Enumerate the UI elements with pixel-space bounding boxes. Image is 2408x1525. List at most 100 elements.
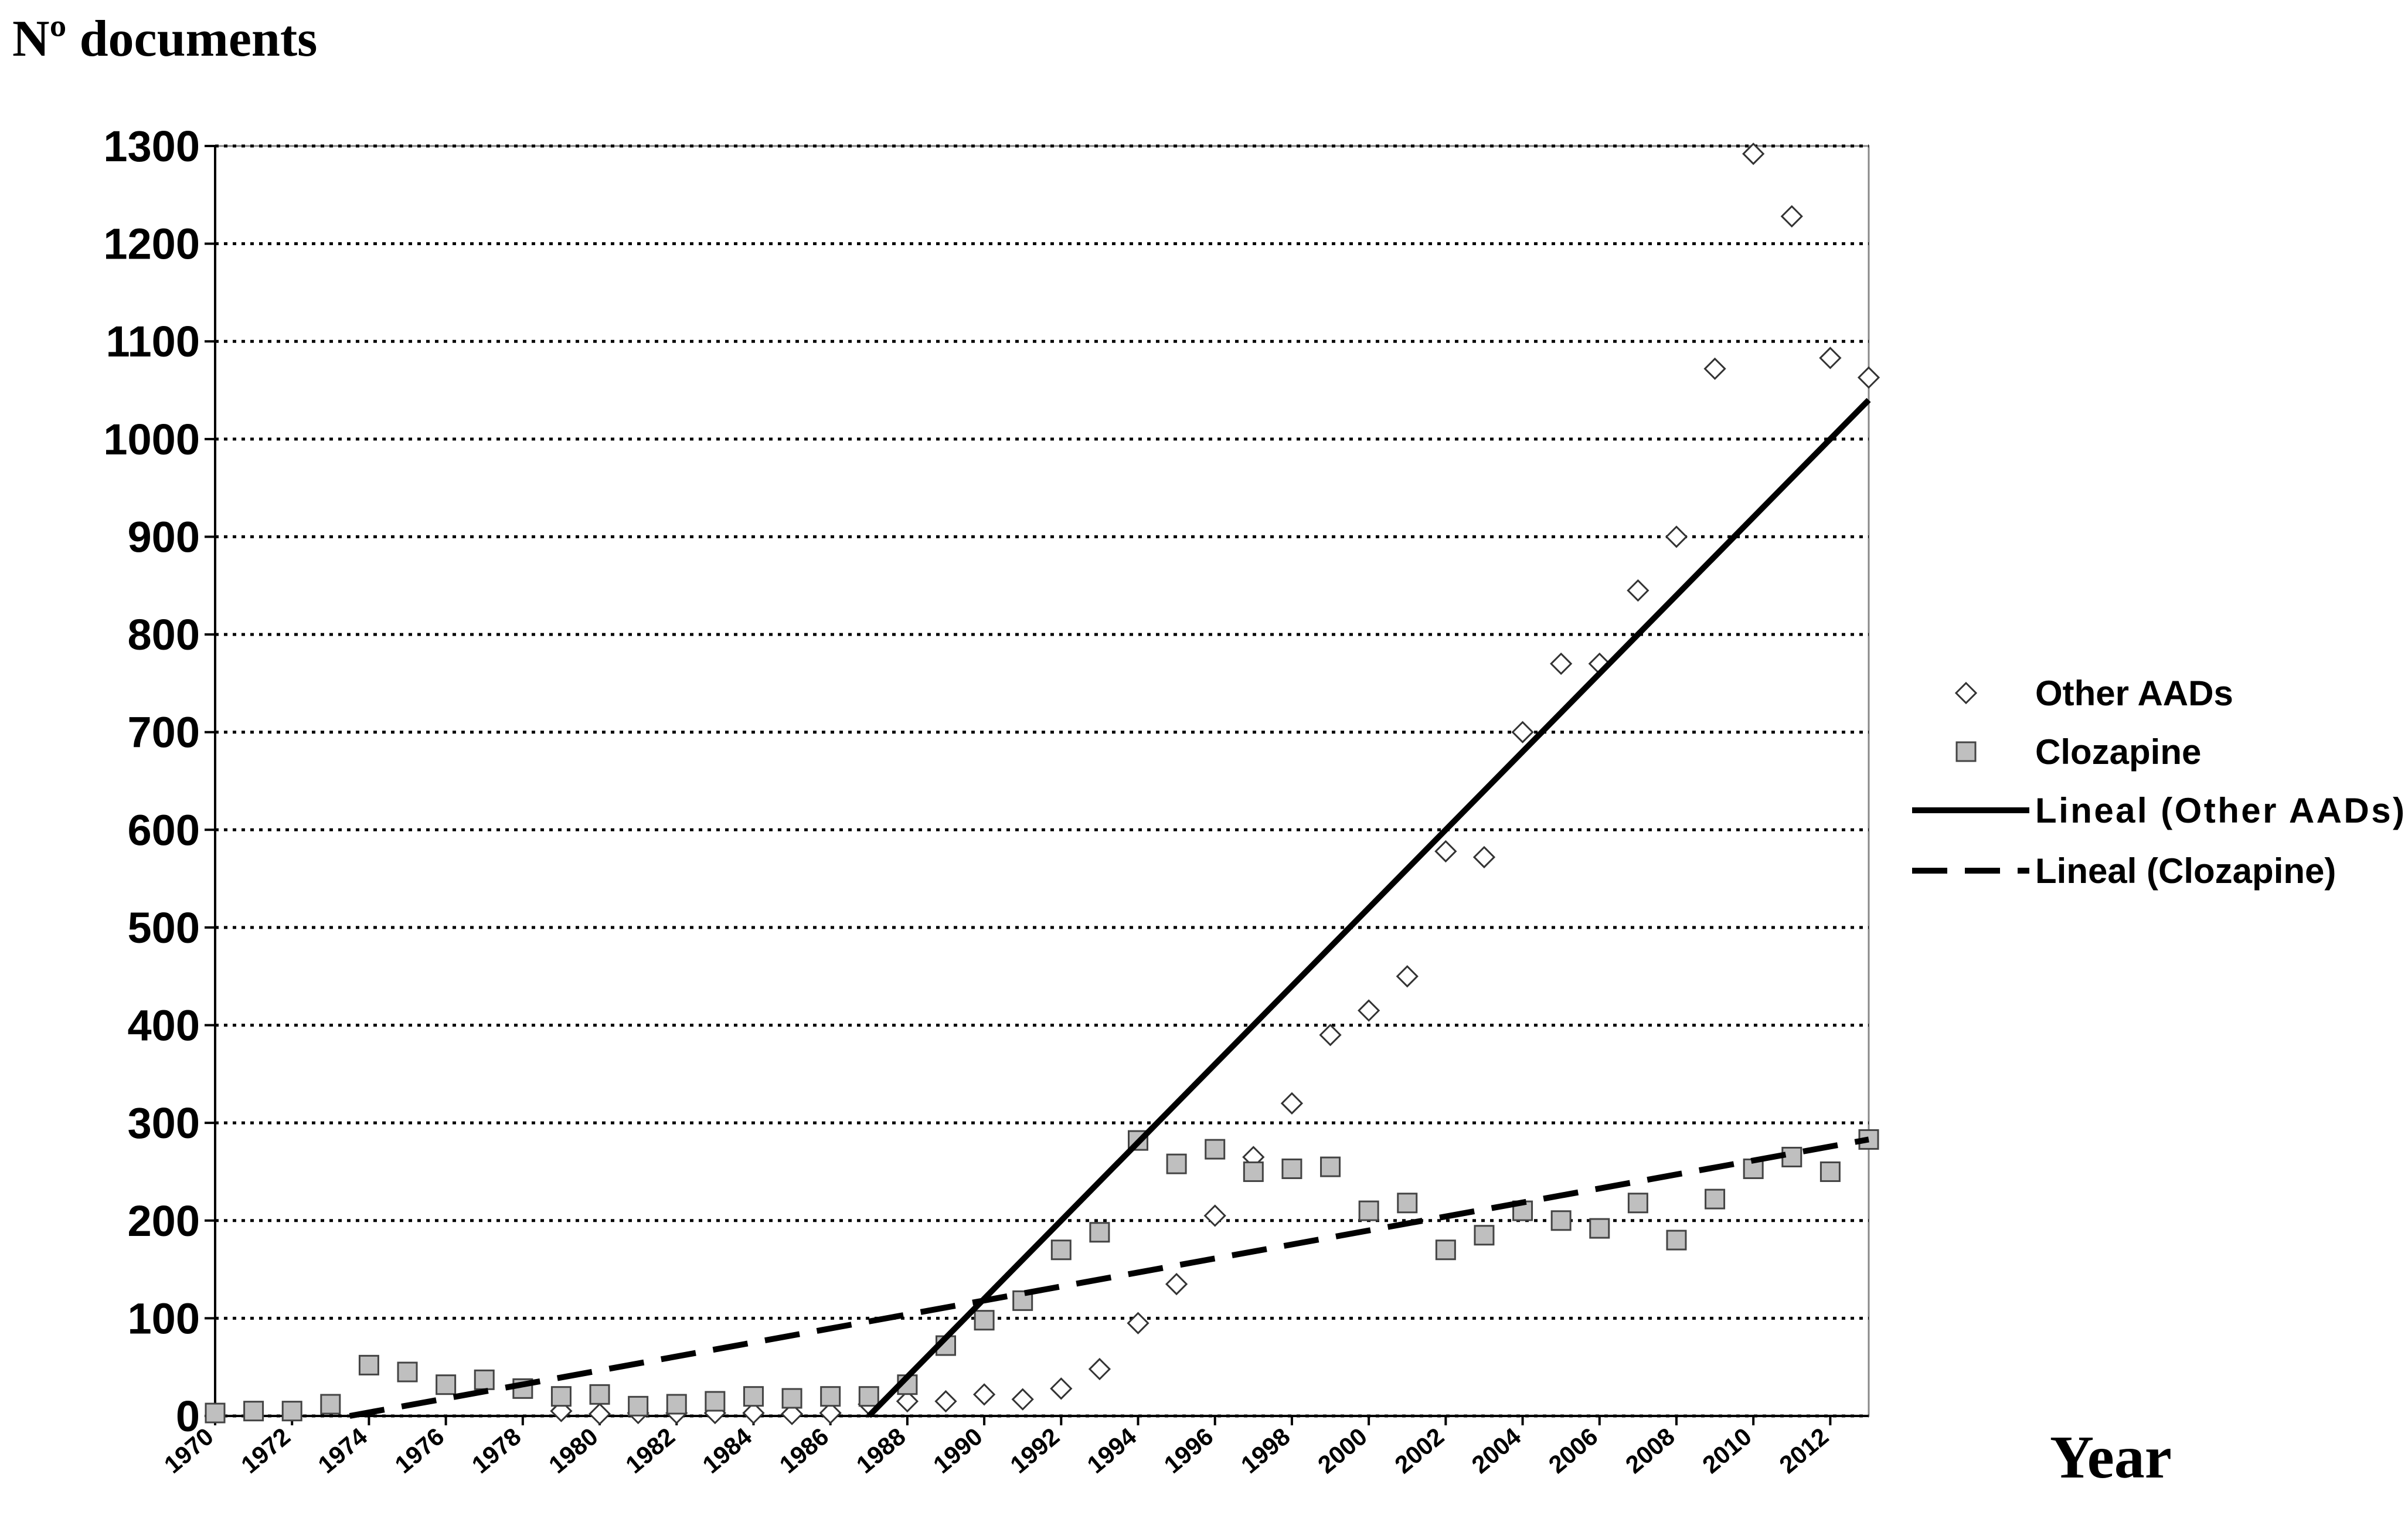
diamond-marker: [1127, 1312, 1149, 1334]
diamond-marker: [1280, 1092, 1304, 1115]
square-marker: [1819, 1161, 1841, 1182]
y-tick-label: 700: [128, 708, 200, 757]
diamond-marker: [588, 1402, 611, 1425]
x-tick-label: 2012: [1774, 1422, 1834, 1479]
diamond-marker: [1954, 681, 1978, 705]
square-marker: [1474, 1225, 1495, 1246]
square-marker: [705, 1391, 726, 1412]
diamond-marker: [1742, 142, 1765, 165]
legend-label: Lineal (Clozapine): [2035, 851, 2336, 891]
diamond-marker: [1165, 1272, 1188, 1296]
y-tick-label: 200: [128, 1197, 200, 1245]
square-marker: [1955, 741, 1977, 762]
diamond-marker: [934, 1390, 957, 1413]
x-tick-label: 2002: [1389, 1422, 1449, 1479]
y-tick-label: 500: [128, 904, 200, 952]
square-marker: [474, 1369, 495, 1390]
x-tick-label: 1992: [1005, 1422, 1064, 1479]
legend-label: Other AADs: [2035, 674, 2233, 713]
square-marker: [1050, 1239, 1072, 1261]
x-tick-label: 1974: [312, 1422, 372, 1478]
x-tick-label: 2006: [1543, 1422, 1603, 1479]
square-marker: [628, 1395, 649, 1417]
diamond-marker: [972, 1383, 996, 1406]
x-tick-label: 2010: [1697, 1422, 1757, 1479]
square-marker: [1627, 1193, 1648, 1214]
x-tick-label: 2004: [1467, 1422, 1526, 1478]
square-marker: [243, 1401, 264, 1422]
diamond-marker: [742, 1401, 765, 1425]
diamond-marker: [1011, 1388, 1034, 1411]
y-tick-label: 0: [176, 1392, 200, 1441]
square-marker: [358, 1354, 379, 1375]
diamond-marker: [780, 1402, 804, 1425]
square-marker: [666, 1394, 687, 1415]
x-tick-label: 1988: [851, 1422, 911, 1479]
legend-label: Lineal (Other AADs): [2035, 791, 2404, 830]
square-marker: [743, 1386, 764, 1407]
diamond-marker: [1358, 999, 1380, 1022]
diamond-marker: [1857, 366, 1880, 389]
square-marker: [1550, 1210, 1572, 1231]
x-tick-label: 1986: [774, 1422, 834, 1479]
diamond-marker: [1665, 525, 1688, 548]
square-marker: [781, 1388, 802, 1409]
square-marker: [281, 1401, 302, 1422]
x-tick-label: 1982: [620, 1422, 680, 1479]
square-marker: [1705, 1188, 1726, 1210]
square-marker: [1166, 1153, 1187, 1174]
x-tick-label: 1976: [390, 1422, 450, 1479]
diamond-marker: [1203, 1204, 1226, 1227]
diamond-marker: [1319, 1024, 1342, 1047]
square-marker: [1397, 1193, 1418, 1214]
square-marker: [858, 1386, 879, 1407]
y-tick-label: 1200: [103, 220, 200, 269]
diamond-marker: [819, 1401, 842, 1425]
x-tick-label: 1972: [236, 1422, 295, 1479]
y-tick-label: 900: [128, 512, 200, 561]
square-marker: [974, 1310, 995, 1331]
y-tick-label: 800: [128, 610, 200, 659]
diamond-marker: [896, 1390, 919, 1413]
square-marker: [820, 1386, 841, 1407]
square-marker: [1666, 1229, 1687, 1251]
y-tick-label: 100: [128, 1294, 200, 1343]
diamond-marker: [1511, 721, 1534, 743]
y-tick-label: 400: [128, 1001, 200, 1050]
trend-line: [866, 398, 1871, 1418]
y-tick-label: 600: [128, 806, 200, 854]
x-tick-label: 1996: [1159, 1422, 1219, 1479]
square-marker: [1281, 1158, 1302, 1179]
plot-area: [214, 145, 1870, 1417]
x-tick-label: 1984: [697, 1422, 757, 1478]
x-axis-title: Year: [2050, 1424, 2172, 1491]
y-tick-label: 1300: [103, 122, 200, 171]
square-marker: [1320, 1156, 1341, 1177]
diamond-marker: [1703, 357, 1726, 381]
square-marker: [589, 1384, 610, 1405]
diamond-marker: [1550, 652, 1573, 675]
x-tick-label: 1990: [928, 1422, 988, 1479]
square-marker: [1012, 1290, 1033, 1311]
y-axis-title: Nº documents: [12, 11, 317, 67]
x-tick-label: 1980: [543, 1422, 603, 1479]
square-marker: [1089, 1222, 1110, 1243]
square-marker: [205, 1402, 226, 1424]
square-marker: [1435, 1239, 1456, 1261]
y-tick-label: 1000: [103, 415, 200, 464]
square-marker: [320, 1394, 341, 1415]
x-tick-label: 2000: [1312, 1422, 1372, 1479]
diamond-marker: [1050, 1377, 1073, 1400]
legend-label: Clozapine: [2035, 732, 2201, 772]
square-marker: [1205, 1139, 1226, 1160]
diamond-marker: [1434, 840, 1457, 863]
diamond-marker: [1396, 965, 1419, 988]
square-marker: [1358, 1200, 1379, 1221]
diamond-marker: [1472, 845, 1496, 869]
square-marker: [436, 1374, 457, 1395]
x-tick-label: 1978: [467, 1422, 526, 1479]
y-tick-label: 300: [128, 1099, 200, 1147]
diamond-marker: [1088, 1357, 1111, 1381]
square-marker: [1243, 1161, 1264, 1182]
